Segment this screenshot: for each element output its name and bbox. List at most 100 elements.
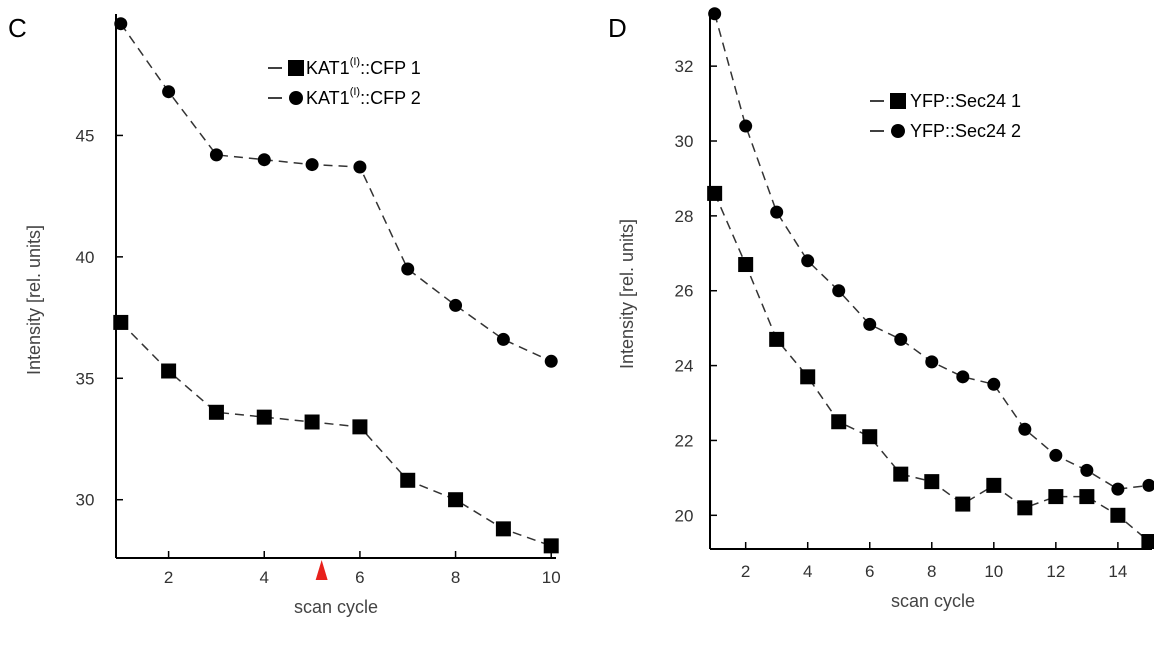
data-point-square: [800, 369, 816, 385]
y-tick-label: 32: [675, 57, 694, 76]
data-point-circle: [496, 332, 510, 346]
series-1: [113, 314, 559, 554]
data-point-circle: [305, 158, 319, 172]
data-point-circle: [894, 332, 908, 346]
y-tick-label: 45: [76, 126, 95, 145]
legend-label-rest: ::CFP 1: [360, 58, 421, 78]
data-point-circle: [832, 284, 846, 298]
data-point-square: [1017, 500, 1033, 516]
data-point-square: [738, 257, 754, 273]
x-tick-label: 8: [927, 562, 936, 581]
legend-marker-square: [288, 60, 304, 76]
data-point-square: [862, 429, 878, 445]
data-point-circle: [1049, 448, 1063, 462]
data-point-square: [352, 419, 368, 435]
y-axis-title: Intensity [rel. units]: [617, 219, 637, 369]
legend-label-main: YFP::Sec24 1: [910, 91, 1021, 111]
series-2: [708, 7, 1154, 496]
legend-label-main: KAT1: [306, 88, 350, 108]
panel-c: C 2 4 6 8 10 30 35 40 45 scan cycle Intensity [rel.…: [8, 13, 561, 617]
y-tick-label: 22: [675, 431, 694, 450]
panel-label: D: [608, 13, 627, 43]
data-point-circle: [925, 355, 939, 369]
x-tick-label: 6: [865, 562, 874, 581]
data-point-circle: [1080, 463, 1094, 477]
series-2: [114, 17, 558, 368]
y-tick-label: 26: [675, 282, 694, 301]
x-tick-label: 2: [741, 562, 750, 581]
series-line: [120, 23, 552, 362]
legend-marker-circle: [891, 124, 905, 138]
data-point-square: [893, 466, 909, 482]
data-point-circle: [401, 262, 415, 276]
legend-label-main: YFP::Sec24 2: [910, 121, 1021, 141]
y-tick-label: 30: [675, 132, 694, 151]
data-point-circle: [257, 153, 271, 167]
x-tick-label: 10: [542, 568, 561, 587]
legend-label: YFP::Sec24 2: [910, 121, 1021, 141]
x-tick-label: 10: [984, 562, 1003, 581]
legend-label-main: KAT1: [306, 58, 350, 78]
panel-label: C: [8, 13, 27, 43]
legend-label: KAT1(I)::CFP 2: [306, 86, 421, 108]
data-point-circle: [353, 160, 367, 174]
data-point-circle: [1111, 482, 1125, 496]
data-point-square: [161, 363, 177, 379]
data-point-circle: [162, 85, 176, 99]
series-line: [713, 13, 1149, 490]
data-point-square: [1048, 489, 1064, 505]
data-point-square: [543, 538, 559, 554]
data-point-circle: [114, 17, 128, 31]
data-point-square: [831, 414, 847, 430]
x-axis-title: scan cycle: [891, 591, 975, 611]
data-point-square: [256, 409, 272, 425]
data-point-circle: [739, 119, 753, 133]
data-point-square: [400, 472, 416, 488]
legend-label: YFP::Sec24 1: [910, 91, 1021, 111]
x-tick-label: 2: [164, 568, 173, 587]
legend-label-sup: (I): [350, 56, 360, 68]
data-point-circle: [544, 354, 558, 368]
data-point-square: [495, 521, 511, 537]
x-tick-label: 14: [1108, 562, 1127, 581]
data-point-square: [304, 414, 320, 430]
y-tick-label: 35: [76, 369, 95, 388]
data-point-circle: [1142, 478, 1154, 492]
legend-label-sup: (I): [350, 86, 360, 98]
y-tick-label: 20: [675, 506, 694, 525]
data-point-circle: [770, 205, 784, 219]
legend-label: KAT1(I)::CFP 1: [306, 56, 421, 78]
legend-label-rest: ::CFP 2: [360, 88, 421, 108]
y-tick-label: 24: [675, 357, 694, 376]
x-tick-label: 8: [451, 568, 460, 587]
y-axis-title: Intensity [rel. units]: [24, 225, 44, 375]
data-point-square: [955, 496, 971, 512]
series-1: [707, 185, 1154, 550]
data-point-circle: [449, 298, 463, 312]
y-tick-label: 40: [76, 248, 95, 267]
data-point-square: [1110, 507, 1126, 523]
x-tick-label: 4: [260, 568, 269, 587]
x-tick-label: 4: [803, 562, 812, 581]
data-point-square: [113, 314, 129, 330]
x-tick-label: 12: [1046, 562, 1065, 581]
series-line: [120, 321, 552, 547]
data-point-square: [924, 474, 940, 490]
data-point-circle: [956, 370, 970, 384]
y-tick-label: 28: [675, 207, 694, 226]
data-point-circle: [801, 254, 815, 268]
data-point-circle: [209, 148, 223, 162]
data-point-square: [1079, 489, 1095, 505]
x-tick-label: 6: [355, 568, 364, 587]
data-point-square: [1141, 534, 1154, 550]
data-point-circle: [863, 317, 877, 331]
legend-marker-circle: [289, 91, 303, 105]
y-tick-label: 30: [76, 491, 95, 510]
data-point-circle: [1018, 422, 1032, 436]
data-point-square: [448, 492, 464, 508]
data-point-square: [986, 477, 1002, 493]
data-point-square: [208, 404, 224, 420]
data-point-circle: [708, 7, 722, 21]
